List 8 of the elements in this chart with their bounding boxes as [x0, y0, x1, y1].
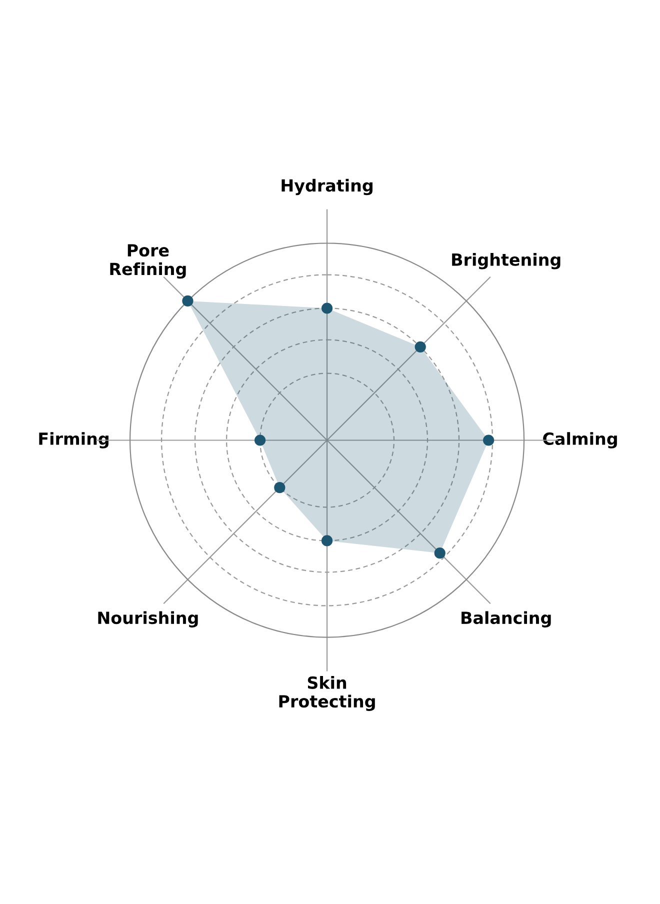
- spoke-label: Skin Protecting: [279, 676, 375, 711]
- spoke-label: Hydrating: [282, 178, 372, 196]
- spoke-label: Pore Refining: [110, 244, 186, 279]
- spoke-label: Firming: [39, 432, 108, 448]
- spoke-label: Balancing: [462, 611, 551, 628]
- spoke-label: Brightening: [452, 253, 560, 270]
- spoke-label: Calming: [543, 432, 617, 448]
- spoke-label: Nourishing: [98, 611, 198, 628]
